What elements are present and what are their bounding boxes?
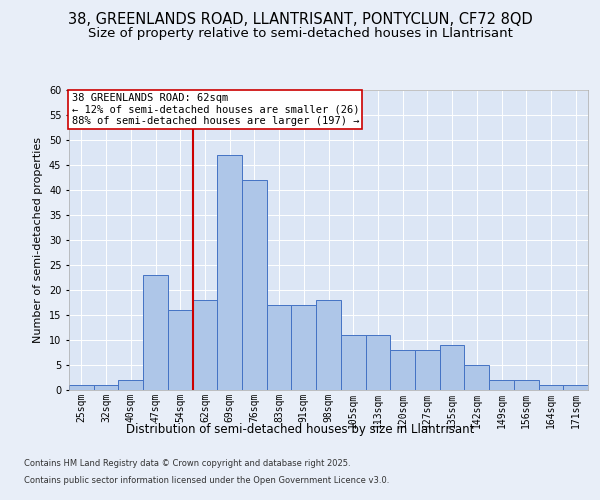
Bar bbox=[118, 380, 143, 390]
Bar bbox=[168, 310, 193, 390]
Bar bbox=[365, 335, 390, 390]
Bar bbox=[292, 305, 316, 390]
Bar bbox=[390, 350, 415, 390]
Text: Contains public sector information licensed under the Open Government Licence v3: Contains public sector information licen… bbox=[24, 476, 389, 485]
Bar bbox=[489, 380, 514, 390]
Text: Distribution of semi-detached houses by size in Llantrisant: Distribution of semi-detached houses by … bbox=[126, 422, 474, 436]
Bar bbox=[539, 385, 563, 390]
Bar bbox=[143, 275, 168, 390]
Bar bbox=[341, 335, 365, 390]
Text: Contains HM Land Registry data © Crown copyright and database right 2025.: Contains HM Land Registry data © Crown c… bbox=[24, 458, 350, 468]
Bar bbox=[193, 300, 217, 390]
Bar bbox=[94, 385, 118, 390]
Bar bbox=[464, 365, 489, 390]
Bar bbox=[316, 300, 341, 390]
Text: 38, GREENLANDS ROAD, LLANTRISANT, PONTYCLUN, CF72 8QD: 38, GREENLANDS ROAD, LLANTRISANT, PONTYC… bbox=[68, 12, 532, 28]
Bar bbox=[563, 385, 588, 390]
Text: 38 GREENLANDS ROAD: 62sqm
← 12% of semi-detached houses are smaller (26)
88% of : 38 GREENLANDS ROAD: 62sqm ← 12% of semi-… bbox=[71, 93, 359, 126]
Bar bbox=[69, 385, 94, 390]
Bar bbox=[514, 380, 539, 390]
Bar bbox=[440, 345, 464, 390]
Bar bbox=[415, 350, 440, 390]
Y-axis label: Number of semi-detached properties: Number of semi-detached properties bbox=[34, 137, 43, 343]
Text: Size of property relative to semi-detached houses in Llantrisant: Size of property relative to semi-detach… bbox=[88, 28, 512, 40]
Bar bbox=[242, 180, 267, 390]
Bar bbox=[267, 305, 292, 390]
Bar bbox=[217, 155, 242, 390]
